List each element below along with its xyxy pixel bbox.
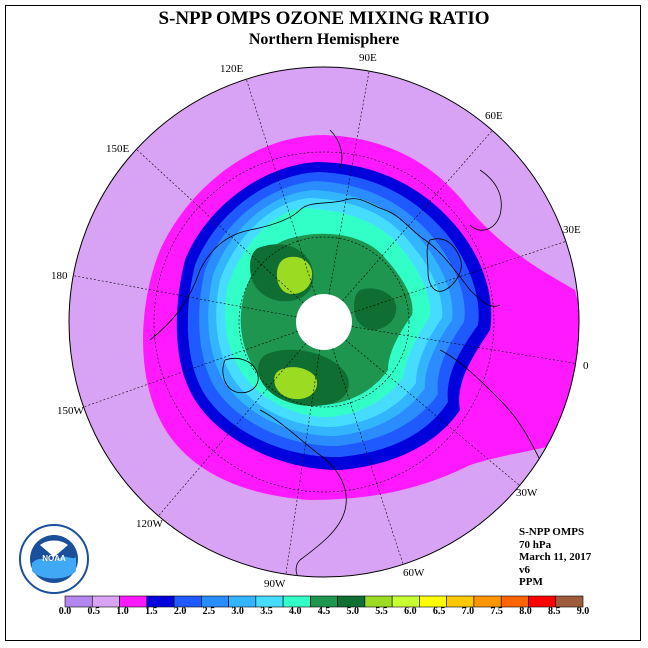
- colorbar-tick-label: 1.0: [116, 606, 129, 617]
- colorbar-tick-label: 7.5: [490, 606, 503, 617]
- colorbar: [64, 595, 584, 608]
- lon-label-60e: 60E: [485, 110, 503, 122]
- lon-label-0: 0: [583, 360, 589, 372]
- colorbar-tick-label: 3.5: [260, 606, 273, 617]
- lon-label-30e: 30E: [563, 224, 581, 236]
- colorbar-tick-label: 2.0: [173, 606, 187, 617]
- lon-label-120e: 120E: [220, 63, 244, 75]
- colorbar-tick-label: 0.5: [87, 606, 101, 617]
- lon-label-90e: 90E: [359, 52, 377, 64]
- lon-label-180: 180: [51, 270, 68, 282]
- product-info: S-NPP OMPS 70 hPa March 11, 2017 v6 PPM: [519, 526, 591, 589]
- noaa-logo: NOAA: [19, 524, 89, 594]
- contour-5-5-b: [274, 367, 318, 400]
- colorbar-tick-label: 3.0: [231, 606, 244, 617]
- polar-no-data-hole: [296, 294, 352, 350]
- colorbar-tick-label: 1.5: [145, 606, 158, 617]
- pressure-level-label: 70 hPa: [519, 538, 552, 551]
- map-outline: [68, 66, 580, 578]
- colorbar-tick-label: 4.0: [288, 606, 302, 617]
- lon-label-150w: 150W: [57, 405, 85, 417]
- version-label: v6: [519, 563, 530, 576]
- lon-label-90w: 90W: [264, 578, 286, 590]
- colorbar-tick-label: 8.0: [519, 606, 532, 617]
- colorbar-tick-label: 0.0: [58, 606, 72, 617]
- colorbar-tick-label: 7.0: [461, 606, 475, 617]
- colorbar-tick-label: 5.0: [346, 606, 360, 617]
- noaa-logo-text: NOAA: [42, 554, 66, 563]
- contour-5-0-c: [354, 288, 397, 330]
- colorbar-tick-label: 5.5: [375, 606, 388, 617]
- lon-label-60w: 60W: [403, 567, 425, 579]
- colorbar-tick-label: 2.5: [202, 606, 216, 617]
- units-label: PPM: [519, 576, 543, 588]
- colorbar-tick-label: 9.0: [576, 606, 590, 617]
- colorbar-tick-label: 4.5: [317, 606, 331, 617]
- lon-label-120w: 120W: [136, 518, 164, 530]
- instrument-label: S-NPP OMPS: [519, 526, 585, 538]
- colorbar-swatch: [555, 595, 584, 608]
- lon-label-150e: 150E: [106, 143, 130, 155]
- map-subtitle: Northern Hemisphere: [248, 31, 400, 48]
- longitude-labels: 90E 60E 30E 0 30W 60W 90W 120W 150W 180 …: [51, 52, 589, 590]
- graticule: [69, 67, 579, 577]
- colorbar-tick-label: 8.5: [547, 606, 561, 617]
- colorbar-tick-label: 6.0: [404, 606, 417, 617]
- date-label: March 11, 2017: [519, 551, 592, 563]
- map-title: S-NPP OMPS OZONE MIXING RATIO: [158, 8, 490, 29]
- lon-label-30w: 30W: [516, 487, 538, 499]
- contour-5-5-a: [276, 256, 313, 294]
- colorbar-tick-label: 6.5: [432, 606, 446, 617]
- figure-frame: [5, 5, 641, 641]
